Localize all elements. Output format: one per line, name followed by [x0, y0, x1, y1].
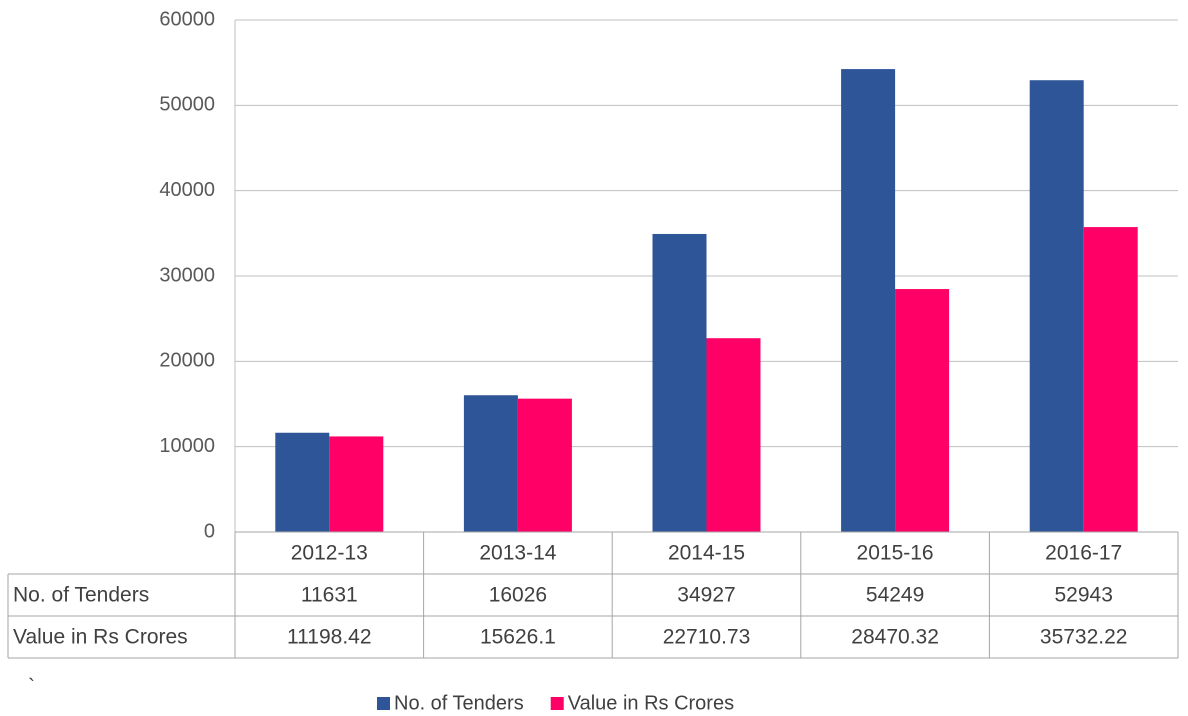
x-tick-label: 2015-16	[857, 542, 934, 565]
bar	[329, 436, 384, 532]
bar	[841, 69, 896, 533]
y-tick-label: 30000	[159, 264, 215, 286]
table-value: 28470.32	[851, 626, 939, 649]
y-tick-label: 50000	[159, 94, 215, 116]
x-tick-label: 2012-13	[291, 542, 368, 565]
legend-label: Value in Rs Crores	[568, 692, 734, 714]
table-value: 15626.1	[480, 626, 556, 649]
legend-swatch	[550, 697, 564, 710]
table-row-label: No. of Tenders	[13, 584, 149, 607]
table-value: 34927	[677, 584, 735, 607]
legend-label: No. of Tenders	[394, 692, 524, 714]
x-tick-label: 2014-15	[668, 542, 745, 565]
bar	[895, 289, 950, 532]
bar	[463, 395, 518, 532]
bar	[517, 398, 572, 532]
x-tick-label: 2013-14	[479, 542, 556, 565]
legend-swatch	[377, 697, 390, 710]
y-tick-label: 60000	[159, 8, 215, 30]
y-tick-label: 40000	[159, 179, 215, 201]
table-value: 16026	[489, 584, 547, 607]
bar	[275, 432, 330, 532]
table-value: 22710.73	[663, 626, 751, 649]
annotation: `	[28, 676, 35, 699]
bar	[1029, 80, 1084, 533]
table-value: 11631	[301, 584, 358, 607]
bar	[706, 338, 761, 532]
table-value: 52943	[1054, 584, 1112, 607]
y-tick-label: 10000	[159, 435, 215, 457]
table-value: 11198.42	[287, 626, 371, 649]
bar	[1083, 227, 1138, 532]
table-value: 35732.22	[1040, 626, 1128, 649]
y-tick-label: 20000	[159, 350, 215, 372]
x-tick-label: 2016-17	[1045, 542, 1122, 565]
y-tick-label: 0	[204, 520, 215, 542]
bar	[652, 233, 707, 532]
table-row-label: Value in Rs Crores	[13, 626, 188, 649]
table-value: 54249	[866, 584, 924, 607]
